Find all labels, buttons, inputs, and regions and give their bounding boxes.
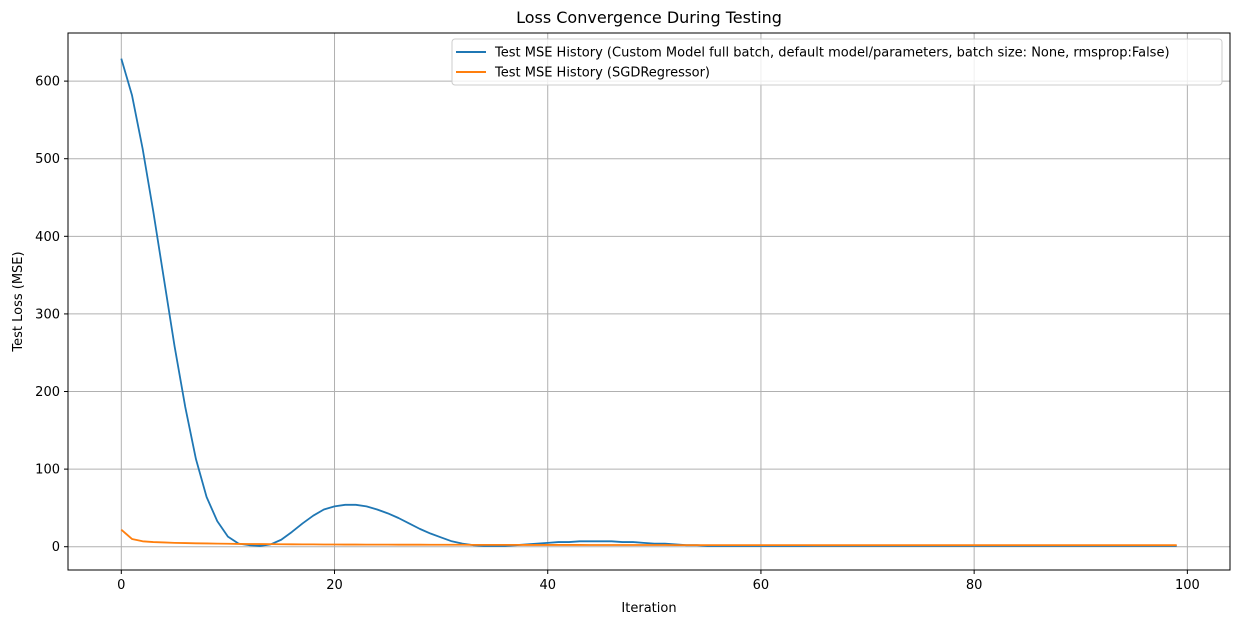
legend-box xyxy=(451,38,1223,86)
y-tick-label: 400 xyxy=(35,230,60,245)
x-tick-label: 40 xyxy=(539,578,556,593)
series-lines xyxy=(120,58,1177,547)
x-tick-label: 20 xyxy=(326,578,343,593)
series-line-custom-model xyxy=(120,58,1177,547)
chart-title: Loss Convergence During Testing xyxy=(516,8,782,27)
axis-ticks: 0 20 40 60 80 100 0 100 200 300 400 500 600 xyxy=(35,75,1200,593)
y-tick-label: 0 xyxy=(52,540,60,555)
y-tick-label: 500 xyxy=(35,152,60,167)
legend-label-sgdregressor: Test MSE History (SGDRegressor) xyxy=(494,66,710,81)
plot-frame xyxy=(67,32,1231,571)
y-tick-label: 600 xyxy=(35,75,60,90)
x-tick-label: 100 xyxy=(1175,578,1200,593)
x-tick-label: 80 xyxy=(966,578,983,593)
y-axis-label: Test Loss (MSE) xyxy=(11,251,26,352)
y-tick-label: 300 xyxy=(35,307,60,322)
x-tick-label: 0 xyxy=(117,578,125,593)
legend-label-custom-model: Test MSE History (Custom Model full batc… xyxy=(494,46,1170,61)
legend: Test MSE History (Custom Model full batc… xyxy=(451,38,1223,86)
x-tick-label: 60 xyxy=(753,578,770,593)
x-axis-label: Iteration xyxy=(621,601,676,616)
series-line-sgdregressor xyxy=(120,528,1177,547)
grid-lines xyxy=(68,33,1230,570)
y-tick-label: 200 xyxy=(35,385,60,400)
y-tick-label: 100 xyxy=(35,463,60,478)
